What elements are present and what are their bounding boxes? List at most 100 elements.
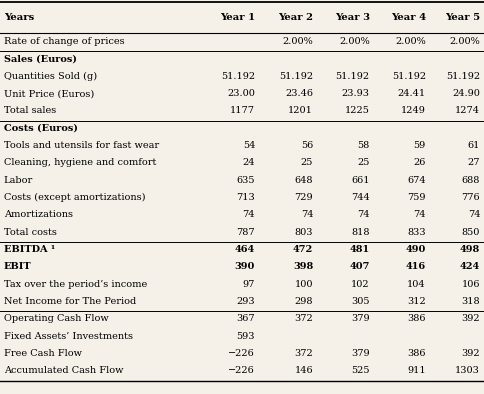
Text: 56: 56 xyxy=(301,141,313,150)
Text: 490: 490 xyxy=(406,245,426,254)
Text: Cleaning, hygiene and comfort: Cleaning, hygiene and comfort xyxy=(4,158,156,167)
Text: 833: 833 xyxy=(408,228,426,237)
Text: Unit Price (Euros): Unit Price (Euros) xyxy=(4,89,94,98)
Text: 818: 818 xyxy=(351,228,370,237)
Text: 759: 759 xyxy=(408,193,426,202)
Text: 390: 390 xyxy=(235,262,255,271)
Text: −226: −226 xyxy=(228,349,255,358)
Text: 318: 318 xyxy=(462,297,480,306)
Text: 100: 100 xyxy=(295,280,313,289)
Text: 25: 25 xyxy=(357,158,370,167)
Text: 26: 26 xyxy=(413,158,426,167)
Text: 424: 424 xyxy=(460,262,480,271)
Text: 54: 54 xyxy=(242,141,255,150)
Text: 593: 593 xyxy=(237,332,255,341)
Text: 729: 729 xyxy=(295,193,313,202)
Text: 61: 61 xyxy=(468,141,480,150)
Text: 416: 416 xyxy=(406,262,426,271)
Text: EBITDA ¹: EBITDA ¹ xyxy=(4,245,55,254)
Text: Tax over the period’s income: Tax over the period’s income xyxy=(4,280,147,289)
Text: 744: 744 xyxy=(351,193,370,202)
Text: Net Income for The Period: Net Income for The Period xyxy=(4,297,136,306)
Text: 481: 481 xyxy=(349,245,370,254)
Text: 51.192: 51.192 xyxy=(221,72,255,81)
Text: Costs (except amortizations): Costs (except amortizations) xyxy=(4,193,145,202)
Text: 1303: 1303 xyxy=(455,366,480,375)
Text: 305: 305 xyxy=(351,297,370,306)
Text: 372: 372 xyxy=(294,349,313,358)
Text: Total sales: Total sales xyxy=(4,106,56,115)
Text: 850: 850 xyxy=(462,228,480,237)
Text: Operating Cash Flow: Operating Cash Flow xyxy=(4,314,108,323)
Text: Years: Years xyxy=(4,13,34,22)
Text: 2.00%: 2.00% xyxy=(339,37,370,46)
Text: 102: 102 xyxy=(351,280,370,289)
Text: Labor: Labor xyxy=(4,176,33,185)
Text: 392: 392 xyxy=(462,314,480,323)
Text: 688: 688 xyxy=(462,176,480,185)
Text: 23.46: 23.46 xyxy=(285,89,313,98)
Text: Free Cash Flow: Free Cash Flow xyxy=(4,349,82,358)
Text: 51.192: 51.192 xyxy=(392,72,426,81)
Text: 1274: 1274 xyxy=(455,106,480,115)
Text: 106: 106 xyxy=(462,280,480,289)
Text: 372: 372 xyxy=(294,314,313,323)
Text: 58: 58 xyxy=(358,141,370,150)
Text: 803: 803 xyxy=(295,228,313,237)
Text: −226: −226 xyxy=(228,366,255,375)
Text: 1201: 1201 xyxy=(288,106,313,115)
Text: 74: 74 xyxy=(301,210,313,219)
Text: Tools and utensils for fast wear: Tools and utensils for fast wear xyxy=(4,141,159,150)
Text: 74: 74 xyxy=(413,210,426,219)
Text: 648: 648 xyxy=(295,176,313,185)
Text: 104: 104 xyxy=(408,280,426,289)
Text: 24.90: 24.90 xyxy=(452,89,480,98)
Text: Fixed Assets’ Investments: Fixed Assets’ Investments xyxy=(4,332,133,341)
Text: 23.93: 23.93 xyxy=(342,89,370,98)
Text: 661: 661 xyxy=(351,176,370,185)
Text: 51.192: 51.192 xyxy=(335,72,370,81)
Text: EBIT: EBIT xyxy=(4,262,31,271)
Text: 713: 713 xyxy=(236,193,255,202)
Text: 386: 386 xyxy=(408,314,426,323)
Text: 2.00%: 2.00% xyxy=(282,37,313,46)
Text: 911: 911 xyxy=(408,366,426,375)
Text: Amortizations: Amortizations xyxy=(4,210,73,219)
Text: Year 3: Year 3 xyxy=(334,13,370,22)
Text: 674: 674 xyxy=(408,176,426,185)
Text: Rate of change of prices: Rate of change of prices xyxy=(4,37,124,46)
Text: Year 2: Year 2 xyxy=(278,13,313,22)
Text: 74: 74 xyxy=(242,210,255,219)
Text: 51.192: 51.192 xyxy=(279,72,313,81)
Text: 2.00%: 2.00% xyxy=(395,37,426,46)
Text: 2.00%: 2.00% xyxy=(449,37,480,46)
Text: 392: 392 xyxy=(462,349,480,358)
Text: 24.41: 24.41 xyxy=(398,89,426,98)
Text: 59: 59 xyxy=(414,141,426,150)
Text: 74: 74 xyxy=(468,210,480,219)
Text: Sales (Euros): Sales (Euros) xyxy=(4,54,77,63)
Text: Quantities Sold (g): Quantities Sold (g) xyxy=(4,72,97,81)
Text: 25: 25 xyxy=(301,158,313,167)
Text: 398: 398 xyxy=(293,262,313,271)
Text: Year 1: Year 1 xyxy=(220,13,255,22)
Text: 97: 97 xyxy=(242,280,255,289)
Text: Costs (Euros): Costs (Euros) xyxy=(4,124,78,133)
Text: 464: 464 xyxy=(235,245,255,254)
Text: 298: 298 xyxy=(295,297,313,306)
Text: 1249: 1249 xyxy=(401,106,426,115)
Text: 407: 407 xyxy=(349,262,370,271)
Text: 51.192: 51.192 xyxy=(446,72,480,81)
Text: 24: 24 xyxy=(242,158,255,167)
Text: 379: 379 xyxy=(351,314,370,323)
Text: 293: 293 xyxy=(237,297,255,306)
Text: Total costs: Total costs xyxy=(4,228,57,237)
Text: 776: 776 xyxy=(462,193,480,202)
Text: Year 4: Year 4 xyxy=(391,13,426,22)
Text: 787: 787 xyxy=(237,228,255,237)
Text: 498: 498 xyxy=(460,245,480,254)
Text: Accumulated Cash Flow: Accumulated Cash Flow xyxy=(4,366,123,375)
Text: 386: 386 xyxy=(408,349,426,358)
Text: Year 5: Year 5 xyxy=(445,13,480,22)
Text: 27: 27 xyxy=(468,158,480,167)
